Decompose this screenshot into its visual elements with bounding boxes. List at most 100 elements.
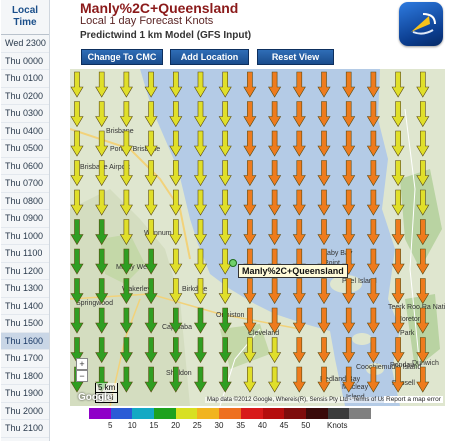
time-item[interactable]: Thu 0000 [1,53,49,70]
wind-arrow [342,101,356,128]
time-item[interactable]: Thu 1000 [1,228,49,245]
wind-arrow [218,71,232,98]
map-place-label: Port of Brisbane [110,146,160,153]
wind-arrow [268,219,282,246]
wind-arrow [366,307,380,334]
wind-arrow [416,366,430,393]
wind-arrow [342,71,356,98]
zoom-out-button[interactable]: − [76,370,88,382]
wind-arrow [95,248,109,275]
legend-swatch [197,408,220,419]
map-place-label: Pondau [390,362,414,369]
time-item[interactable]: Thu 0800 [1,193,49,210]
time-list: Wed 2300 Thu 0000 Thu 0100 Thu 0200 Thu 0300… [1,35,49,438]
time-item[interactable]: Thu 0700 [1,175,49,193]
wind-arrow [292,219,306,246]
wind-arrow [292,130,306,157]
wind-arrow [317,307,331,334]
change-to-cmc-button[interactable]: Change To CMC [81,49,163,65]
wind-arrow [243,71,257,98]
wind-arrow [366,278,380,305]
time-item[interactable]: Thu 2100 [1,420,49,438]
wind-arrow [416,307,430,334]
time-item[interactable]: Thu 0400 [1,123,49,140]
wind-arrow [95,189,109,216]
wind-arrow [119,189,133,216]
wind-arrow [317,101,331,128]
wind-arrow [169,71,183,98]
wind-arrow [292,307,306,334]
time-item[interactable]: Thu 1400 [1,298,49,315]
wind-arrow [169,101,183,128]
legend-swatch [349,408,371,419]
wind-arrow [218,248,232,275]
map-place-label: Cleveland [248,330,279,337]
wind-arrow [243,101,257,128]
time-item[interactable]: Thu 1200 [1,263,49,280]
zoom-in-button[interactable]: + [76,358,88,370]
wind-arrow [243,337,257,364]
google-logo: Google [78,392,113,403]
wind-arrow [268,71,282,98]
wind-arrow [144,189,158,216]
time-item[interactable]: Thu 0900 [1,210,49,228]
wind-arrow [342,337,356,364]
wind-arrow [169,278,183,305]
map-canvas[interactable]: Brisbane Airport Port of Brisbane Wynnum Ma… [70,69,445,406]
time-item[interactable]: Thu 0600 [1,158,49,175]
time-item[interactable]: Thu 1100 [1,245,49,263]
reset-view-button[interactable]: Reset View [257,49,334,65]
time-item[interactable]: Wed 2300 [1,35,49,53]
time-item[interactable]: Thu 0100 [1,70,49,88]
wind-arrow [416,337,430,364]
wind-arrow [70,160,84,187]
wind-arrow [193,248,208,275]
location-marker-label[interactable]: Manly%2C+Queensland [238,264,348,278]
page-title: Manly%2C+Queensland [80,0,239,16]
wind-arrow [70,307,84,334]
time-item[interactable]: Thu 0200 [1,88,49,105]
time-item[interactable]: Thu 0300 [1,105,49,123]
wind-arrow [243,189,257,216]
wind-arrow [169,366,183,393]
wind-arrow [95,71,109,98]
wind-arrow [95,337,109,364]
map-place-label: Macleay [342,384,369,391]
wind-arrow [317,366,331,393]
time-item[interactable]: Thu 1500 [1,315,49,333]
wind-arrow [119,71,133,98]
wind-arrow [144,101,158,128]
time-item[interactable]: Thu 1900 [1,385,49,403]
time-item[interactable]: Thu 1300 [1,280,49,298]
wind-arrow [268,366,282,393]
report-map-error-link[interactable]: Report a map error [384,396,443,403]
wind-arrows [70,71,430,393]
wind-arrow [292,189,306,216]
add-location-button[interactable]: Add Location [170,49,249,65]
wind-arrow [70,101,84,128]
time-item[interactable]: Thu 1800 [1,368,49,385]
map-attribution[interactable]: Map data ©2012 Google, Whereis(R), Sensi… [205,397,391,403]
time-item[interactable]: Thu 2000 [1,403,49,420]
wind-arrow [144,160,158,187]
scale-mi: 5 mi [95,393,119,403]
wind-arrow [169,307,183,334]
wind-arrow [218,307,232,334]
wind-arrow [366,71,380,98]
wind-map[interactable]: Brisbane Airport Port of Brisbane Wynnum Ma… [70,69,445,406]
wind-arrow [416,278,430,305]
wind-arrow [292,337,306,364]
time-item[interactable]: Thu 1700 [1,350,49,368]
wind-arrow [193,130,208,157]
scale-km: 5 km [95,383,119,393]
predictwind-logo-icon[interactable] [399,2,443,46]
wind-arrow [391,307,405,334]
time-item[interactable]: Thu 0500 [1,140,49,158]
time-item[interactable]: Thu 1600 [1,332,49,350]
wind-arrow [119,307,133,334]
location-marker[interactable] [229,259,237,267]
legend-label: 5 [108,421,113,430]
wind-arrow [193,366,208,393]
legend-label: 50 [301,421,311,430]
legend-swatch [327,408,350,419]
